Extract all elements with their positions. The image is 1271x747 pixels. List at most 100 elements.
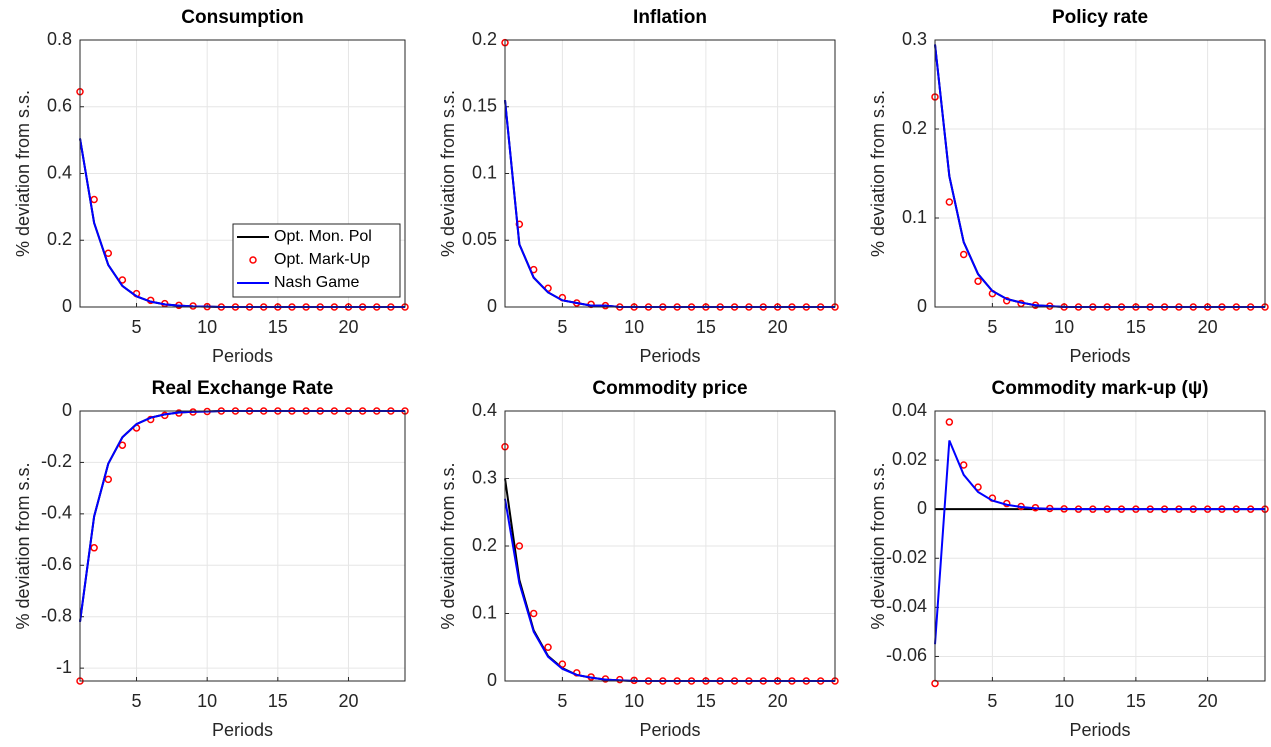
- plot-area: [935, 411, 1265, 681]
- panel: -1 -0.8 -0.6 -0.4 -0.2 0 5 10 15 20 Real Exchange …: [13, 378, 409, 740]
- x-tick-label: 5: [557, 691, 567, 711]
- x-axis-label: Periods: [1069, 346, 1130, 366]
- y-tick-label: 0.1: [902, 207, 927, 227]
- x-axis-label: Periods: [639, 720, 700, 740]
- y-tick-label: 0.3: [902, 29, 927, 49]
- y-tick-label: -0.02: [886, 547, 927, 567]
- x-tick-label: 5: [132, 691, 142, 711]
- panel-title: Policy rate: [1052, 7, 1148, 28]
- y-tick-label: 0: [917, 296, 927, 316]
- panel-title: Real Exchange Rate: [152, 378, 334, 399]
- plot-area: [935, 40, 1265, 307]
- marker: [90, 544, 98, 552]
- x-tick-label: 20: [338, 317, 358, 337]
- x-tick-label: 15: [696, 317, 716, 337]
- y-tick-label: 0.2: [47, 229, 72, 249]
- marker: [515, 220, 524, 228]
- x-tick-label: 20: [1198, 317, 1218, 337]
- x-tick-label: 10: [624, 691, 644, 711]
- y-tick-label: 0.1: [472, 162, 497, 182]
- legend-label: Opt. Mon. Pol: [274, 228, 372, 245]
- panel-title: Consumption: [181, 7, 303, 28]
- x-axis-label: Periods: [212, 720, 273, 740]
- y-tick-label: 0: [917, 498, 927, 518]
- y-tick-label: -1: [56, 657, 72, 677]
- y-tick-label: 0: [487, 296, 497, 316]
- y-tick-label: 0.2: [902, 118, 927, 138]
- axes-box: [79, 410, 406, 682]
- y-tick-label: 0: [62, 400, 72, 420]
- x-tick-label: 20: [338, 691, 358, 711]
- y-axis-label: % deviation from s.s.: [868, 462, 888, 629]
- panel: -0.06 -0.04 -0.02 0 0.02 0.04 5 10 15 20 Commodity…: [868, 378, 1269, 740]
- y-tick-label: 0.15: [462, 96, 497, 116]
- x-axis-label: Periods: [212, 346, 273, 366]
- legend-label: Opt. Mark-Up: [274, 251, 370, 268]
- marker: [558, 660, 567, 668]
- x-tick-label: 20: [768, 691, 788, 711]
- y-tick-label: 0.02: [892, 449, 927, 469]
- x-tick-label: 20: [1198, 691, 1218, 711]
- x-tick-label: 5: [987, 317, 997, 337]
- legend-marker: [249, 256, 257, 264]
- y-axis-label: % deviation from s.s.: [13, 90, 33, 257]
- x-tick-label: 15: [1126, 691, 1146, 711]
- x-tick-label: 15: [268, 317, 288, 337]
- marker: [1002, 297, 1011, 305]
- y-tick-label: 0.2: [472, 29, 497, 49]
- panel-title: Commodity mark-up (ψ): [992, 378, 1209, 399]
- panel: 0 0.1 0.2 0.3 0.4 5 10 15 20 Commodity price Perio…: [438, 378, 839, 740]
- y-tick-label: 0.3: [472, 467, 497, 487]
- x-tick-label: 20: [768, 317, 788, 337]
- y-tick-label: 0.8: [47, 29, 72, 49]
- x-tick-label: 15: [268, 691, 288, 711]
- x-tick-label: 10: [197, 317, 217, 337]
- plot-area: [80, 411, 405, 681]
- marker: [945, 198, 954, 206]
- y-tick-label: -0.06: [886, 645, 927, 665]
- x-tick-label: 10: [1054, 317, 1074, 337]
- x-tick-label: 10: [197, 691, 217, 711]
- marker: [104, 475, 113, 484]
- panel-title: Commodity price: [592, 378, 747, 399]
- panel-title: Inflation: [633, 7, 707, 28]
- marker: [959, 250, 968, 259]
- y-tick-label: 0.05: [462, 229, 497, 249]
- y-tick-label: -0.04: [886, 596, 927, 616]
- y-axis-label: % deviation from s.s.: [868, 90, 888, 257]
- marker: [974, 277, 982, 285]
- y-tick-label: 0: [487, 670, 497, 690]
- y-tick-label: -0.8: [41, 605, 72, 625]
- marker: [529, 609, 538, 618]
- marker: [945, 418, 954, 426]
- x-tick-label: 10: [624, 317, 644, 337]
- y-axis-label: % deviation from s.s.: [13, 462, 33, 629]
- y-tick-label: -0.2: [41, 451, 72, 471]
- y-tick-label: 0.4: [47, 162, 72, 182]
- axes-box: [504, 39, 836, 308]
- axes-box: [79, 39, 406, 308]
- x-tick-label: 10: [1054, 691, 1074, 711]
- y-tick-label: 0.04: [892, 400, 927, 420]
- x-axis-label: Periods: [1069, 720, 1130, 740]
- x-axis-label: Periods: [639, 346, 700, 366]
- y-tick-label: 0.1: [472, 602, 497, 622]
- series-line: [934, 440, 1265, 645]
- x-tick-label: 15: [1126, 317, 1146, 337]
- marker: [118, 441, 127, 449]
- x-tick-label: 5: [132, 317, 142, 337]
- axes-box: [934, 410, 1266, 682]
- y-tick-label: 0: [62, 296, 72, 316]
- legend: Opt. Mon. Pol Opt. Mark-Up Nash Game: [232, 223, 401, 298]
- y-tick-label: 0.4: [472, 400, 497, 420]
- x-tick-label: 5: [987, 691, 997, 711]
- axes-box: [934, 39, 1266, 308]
- panel: 0 0.2 0.4 0.6 0.8 5 10 15 20 Consumption Periods % …: [13, 7, 409, 366]
- marker: [544, 643, 552, 651]
- y-tick-label: 0.2: [472, 535, 497, 555]
- marker: [959, 461, 968, 469]
- marker: [515, 542, 524, 550]
- x-tick-label: 15: [696, 691, 716, 711]
- y-axis-label: % deviation from s.s.: [438, 462, 458, 629]
